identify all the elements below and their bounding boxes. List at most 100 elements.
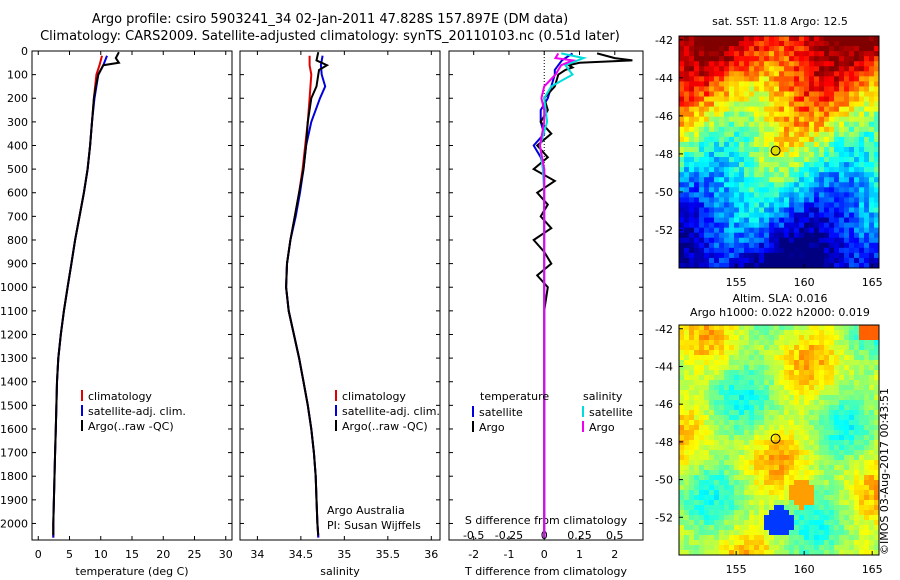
map-cell bbox=[769, 86, 775, 92]
map-cell bbox=[794, 540, 800, 546]
map-cell bbox=[754, 535, 760, 541]
map-cell bbox=[789, 415, 795, 421]
map-cell bbox=[864, 545, 870, 551]
map-cell bbox=[774, 217, 780, 224]
map-cell bbox=[704, 460, 710, 466]
map-cell bbox=[689, 262, 695, 269]
map-cell bbox=[794, 182, 800, 188]
map-cell bbox=[874, 540, 880, 546]
map-cell bbox=[814, 61, 820, 67]
map-cell bbox=[824, 495, 830, 501]
map-cell bbox=[784, 390, 790, 396]
map-cell bbox=[814, 51, 820, 57]
map-cell bbox=[744, 530, 750, 536]
map-cell bbox=[679, 410, 685, 416]
map-cell bbox=[794, 330, 800, 336]
map-cell bbox=[679, 345, 685, 351]
map-cell bbox=[854, 500, 860, 506]
map-cell bbox=[844, 101, 850, 108]
map-cell bbox=[814, 257, 820, 264]
map-cell bbox=[689, 400, 695, 406]
map-cell bbox=[829, 172, 835, 178]
map-cell bbox=[854, 81, 860, 87]
map-cell bbox=[759, 237, 765, 244]
map-cell bbox=[799, 475, 805, 481]
map-cell bbox=[799, 167, 805, 173]
map-cell bbox=[719, 101, 725, 108]
map-cell bbox=[809, 247, 815, 254]
map-cell bbox=[759, 76, 765, 82]
map-cell bbox=[784, 430, 790, 436]
map-cell bbox=[699, 440, 705, 446]
map-cell bbox=[704, 126, 710, 133]
map-cell bbox=[709, 380, 715, 386]
map-cell bbox=[769, 162, 775, 168]
map-cell bbox=[844, 360, 850, 366]
map-cell bbox=[844, 490, 850, 496]
map-cell bbox=[834, 227, 840, 234]
map-cell bbox=[694, 202, 700, 208]
map-cell bbox=[844, 91, 850, 97]
map-cell bbox=[689, 136, 695, 143]
map-cell bbox=[809, 96, 815, 102]
map-cell bbox=[774, 525, 780, 531]
map-cell bbox=[709, 131, 715, 138]
map-cell bbox=[734, 41, 740, 47]
map-cell bbox=[704, 41, 710, 47]
map-cell bbox=[789, 66, 795, 72]
map-cell bbox=[729, 167, 735, 173]
map-cell bbox=[804, 36, 810, 42]
map-cell bbox=[769, 440, 775, 446]
map-cell bbox=[699, 510, 705, 516]
map-cell bbox=[759, 91, 765, 97]
map-cell bbox=[854, 257, 860, 264]
map-cell bbox=[734, 325, 740, 331]
map-cell bbox=[679, 36, 685, 42]
map-cell bbox=[759, 222, 765, 229]
map-cell bbox=[679, 247, 685, 254]
map-cell bbox=[849, 355, 855, 361]
map-cell bbox=[724, 405, 730, 411]
map-cell bbox=[694, 540, 700, 546]
map-cell bbox=[844, 217, 850, 224]
y-tick-label: 1900 bbox=[0, 494, 28, 507]
map-cell bbox=[829, 335, 835, 341]
map-cell bbox=[734, 550, 740, 556]
map-cell bbox=[774, 455, 780, 461]
map-cell bbox=[679, 530, 685, 536]
map-cell bbox=[704, 405, 710, 411]
map-cell bbox=[874, 232, 880, 239]
map-cell bbox=[709, 420, 715, 426]
map-cell bbox=[849, 146, 855, 153]
map-cell bbox=[849, 101, 855, 108]
map-cell bbox=[759, 41, 765, 47]
map-cell bbox=[689, 515, 695, 521]
map-cell bbox=[759, 480, 765, 486]
map-cell bbox=[864, 177, 870, 183]
map-cell bbox=[754, 257, 760, 264]
map-cell bbox=[689, 550, 695, 556]
map-cell bbox=[839, 172, 845, 178]
map-cell bbox=[684, 116, 690, 123]
map-cell bbox=[739, 395, 745, 401]
map-cell bbox=[689, 157, 695, 163]
map-cell bbox=[774, 530, 780, 536]
map-cell bbox=[744, 202, 750, 208]
map-cell bbox=[729, 162, 735, 168]
map-cell bbox=[684, 232, 690, 239]
map-cell bbox=[689, 350, 695, 356]
map-cell bbox=[704, 247, 710, 254]
map-cell bbox=[719, 360, 725, 366]
map-cell bbox=[794, 212, 800, 218]
map-cell bbox=[849, 56, 855, 62]
map-cell bbox=[704, 172, 710, 178]
map-cell bbox=[799, 101, 805, 108]
map-cell bbox=[734, 380, 740, 386]
map-cell bbox=[739, 157, 745, 163]
map-cell bbox=[709, 96, 715, 102]
map-cell bbox=[704, 475, 710, 481]
map-cell bbox=[814, 470, 820, 476]
map-cell bbox=[689, 480, 695, 486]
map-cell bbox=[864, 470, 870, 476]
map-cell bbox=[819, 222, 825, 229]
